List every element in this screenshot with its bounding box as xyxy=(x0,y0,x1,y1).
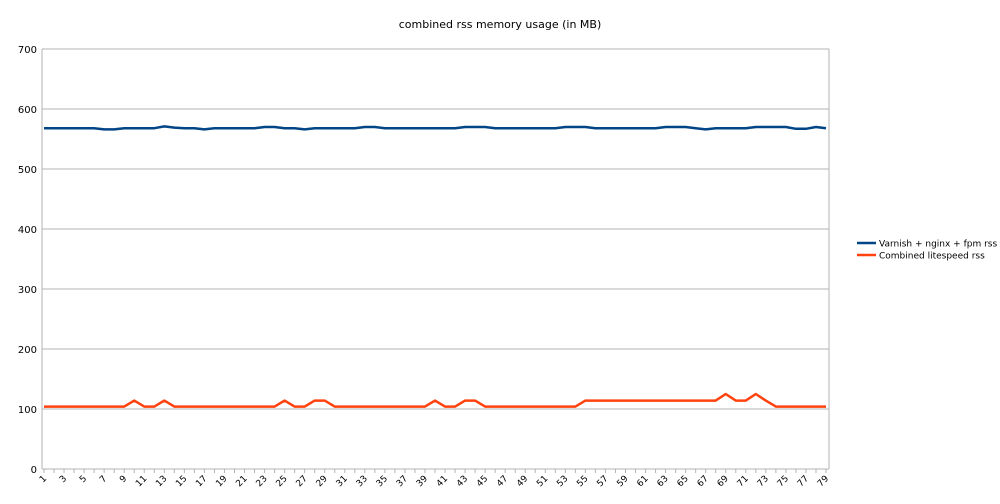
x-tick-label: 39 xyxy=(415,474,430,489)
series-lines xyxy=(44,126,826,406)
x-tick-label: 21 xyxy=(234,474,249,489)
x-tick-label: 19 xyxy=(214,474,229,489)
x-tick-label: 73 xyxy=(756,474,771,489)
x-tick-label: 57 xyxy=(595,474,610,489)
y-tick-label: 0 xyxy=(31,465,37,476)
legend: Varnish + nginx + fpm rss Combined litesp… xyxy=(857,240,997,262)
y-tick-label: 500 xyxy=(18,165,37,176)
x-tick-label: 59 xyxy=(615,474,630,489)
gridlines xyxy=(42,49,829,469)
series-line-0 xyxy=(44,126,826,129)
x-tick-label: 31 xyxy=(335,474,350,489)
x-tick-label: 11 xyxy=(134,474,149,489)
x-tick-label: 25 xyxy=(275,474,290,489)
x-tick-label: 27 xyxy=(295,474,310,489)
x-tick-label: 41 xyxy=(435,474,450,489)
y-tick-label: 600 xyxy=(18,105,37,116)
x-tick-label: 71 xyxy=(736,474,751,489)
y-axis: 0 100 200 300 400 500 600 700 xyxy=(18,45,37,476)
x-tick-label: 29 xyxy=(315,474,330,489)
x-tick-label: 67 xyxy=(696,474,711,489)
x-tick-label: 5 xyxy=(78,474,89,485)
x-tick-label: 1 xyxy=(38,474,49,485)
y-tick-label: 100 xyxy=(18,405,37,416)
y-tick-label: 400 xyxy=(18,225,37,236)
legend-label: Varnish + nginx + fpm rss xyxy=(879,240,997,250)
x-tick-label: 17 xyxy=(194,474,209,489)
y-tick-label: 200 xyxy=(18,345,37,356)
x-tick-label: 45 xyxy=(475,474,490,489)
x-tick-label: 61 xyxy=(635,474,650,489)
x-tick-label: 13 xyxy=(154,474,169,489)
x-tick-label: 65 xyxy=(676,474,691,489)
x-tick-label: 47 xyxy=(495,474,510,489)
y-tick-label: 700 xyxy=(18,45,37,56)
series-line-1 xyxy=(44,394,826,407)
legend-label: Combined litespeed rss xyxy=(879,252,985,262)
x-tick-label: 43 xyxy=(455,474,470,489)
chart-title: combined rss memory usage (in MB) xyxy=(399,18,602,31)
x-tick-label: 49 xyxy=(515,474,530,489)
x-tick-label: 15 xyxy=(174,474,189,489)
x-tick-label: 75 xyxy=(776,474,791,489)
x-tick-label: 7 xyxy=(98,474,109,485)
x-tick-label: 63 xyxy=(656,474,671,489)
x-tick-label: 3 xyxy=(58,474,69,485)
x-tick-label: 55 xyxy=(575,474,590,489)
x-tick-label: 51 xyxy=(535,474,550,489)
x-tick-label: 37 xyxy=(395,474,410,489)
y-tick-label: 300 xyxy=(18,285,37,296)
x-tick-label: 9 xyxy=(118,474,129,485)
x-tick-label: 23 xyxy=(255,474,270,489)
x-tick-label: 33 xyxy=(355,474,370,489)
x-tick-label: 77 xyxy=(796,474,811,489)
x-tick-label: 69 xyxy=(716,474,731,489)
x-tick-label: 35 xyxy=(375,474,390,489)
x-tick-label: 79 xyxy=(816,474,831,489)
x-tick-label: 53 xyxy=(555,474,570,489)
